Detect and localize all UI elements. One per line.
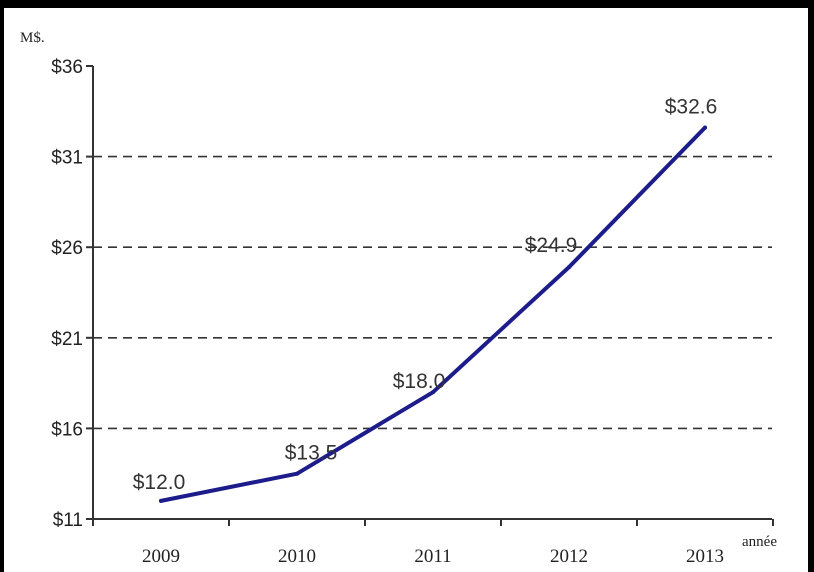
x-tick-label: 2013: [686, 546, 724, 567]
x-tick-labels: 2009 2010 2011 2012 2013: [142, 546, 724, 567]
series-line: [159, 125, 707, 503]
data-point: [295, 471, 299, 476]
y-tick-label: $31: [51, 148, 83, 169]
data-label: $24.9: [525, 234, 578, 257]
x-tick-label: 2012: [550, 546, 588, 567]
y-tick-label: $21: [51, 329, 83, 350]
y-tick-labels: $11 $16 $21 $26 $31 $36: [51, 57, 83, 531]
data-labels: $12.0 $13.5 $18.0 $24.9 $32.6: [133, 96, 718, 494]
data-label: $32.6: [665, 96, 718, 119]
data-point: [431, 390, 435, 395]
series-line-path: [159, 125, 707, 503]
x-tick-label: 2009: [142, 546, 180, 567]
data-label: $18.0: [393, 370, 446, 393]
y-tick-label: $26: [51, 238, 83, 259]
y-tick-label: $36: [51, 57, 83, 78]
y-tick-label: $11: [53, 510, 83, 531]
y-axis-unit-label: M$.: [20, 30, 45, 46]
x-tick-label: 2011: [414, 546, 451, 567]
x-axis-label: année: [742, 534, 777, 550]
gridlines: [93, 155, 772, 430]
data-label: $12.0: [133, 471, 186, 494]
data-label: $13.5: [285, 442, 338, 465]
axes: [86, 65, 774, 526]
data-point: [703, 125, 707, 130]
y-tick-label: $16: [51, 419, 83, 440]
data-point: [567, 265, 571, 270]
x-tick-label: 2010: [278, 546, 316, 567]
data-point: [159, 498, 163, 503]
